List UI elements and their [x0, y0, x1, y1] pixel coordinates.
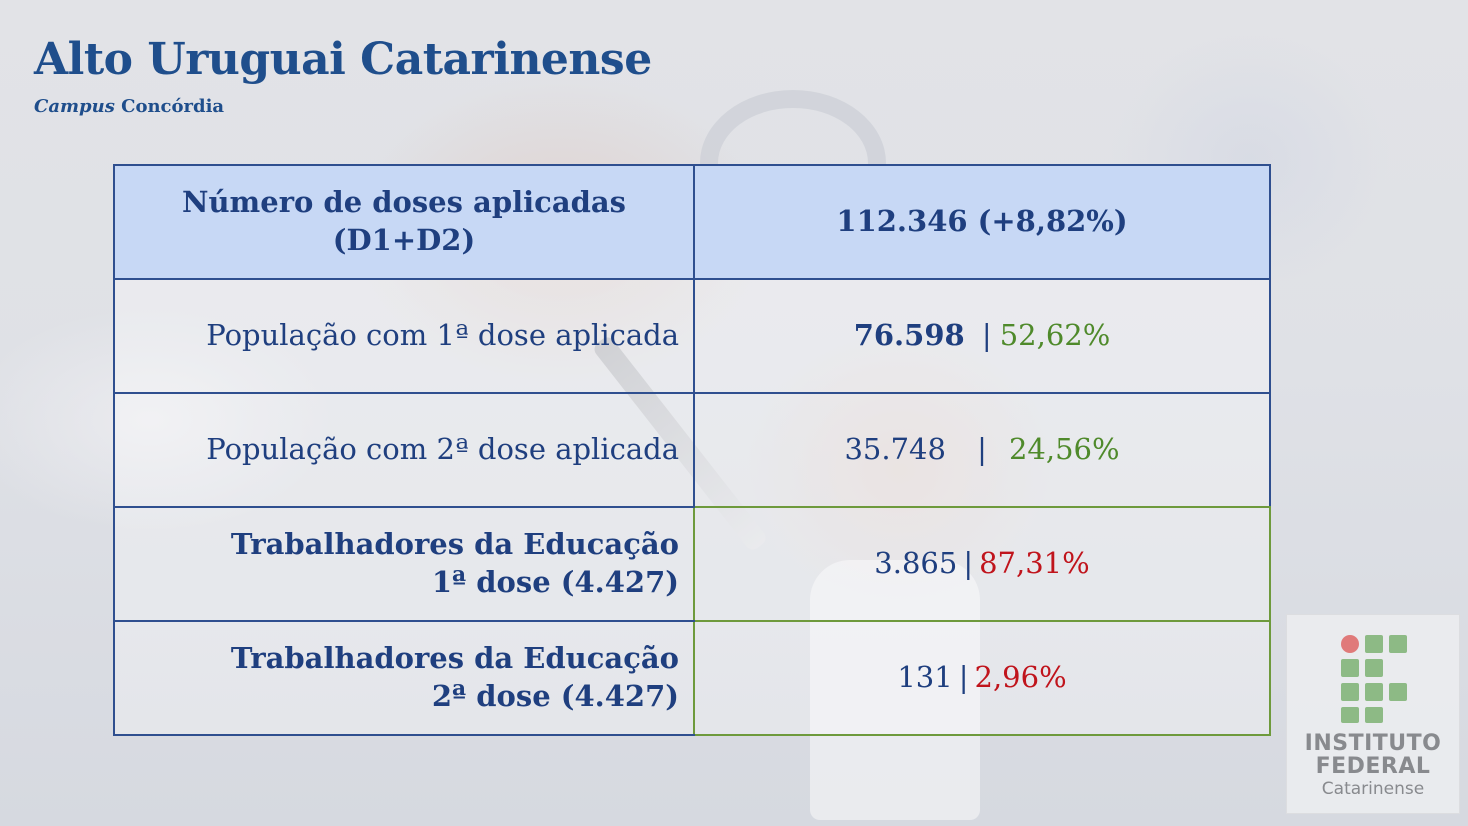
row-label-line1: Número de doses aplicadas: [181, 185, 627, 220]
logo-line3: Catarinense: [1321, 779, 1425, 799]
row-label-line1: Trabalhadores da Educação: [230, 527, 679, 562]
row-percent: 2,96%: [974, 660, 1067, 695]
row-percent: 24,56%: [1008, 432, 1120, 467]
page-title: Alto Uruguai Catarinense: [34, 34, 652, 85]
row-label-text: População com 1ª dose aplicada: [206, 318, 679, 353]
row-percent: 87,31%: [979, 546, 1090, 581]
row-percent: 52,62%: [999, 318, 1111, 353]
row-label-line2: 2ª dose (4.427): [431, 679, 679, 713]
row-separator: |: [977, 432, 987, 467]
row-count: 76.598: [853, 318, 965, 353]
logo-line2: FEDERAL: [1315, 754, 1431, 779]
subtitle-name: Concórdia: [121, 96, 225, 117]
table-row: Trabalhadores da Educação 2ª dose (4.427…: [113, 620, 1271, 736]
row-label: População com 2ª dose aplicada: [113, 392, 695, 508]
row-separator: |: [963, 546, 974, 581]
institute-logo: INSTITUTO FEDERAL Catarinense: [1286, 614, 1460, 814]
row-separator: |: [981, 318, 992, 353]
row-label: Número de doses aplicadas (D1+D2): [113, 164, 695, 280]
logo-mark-icon: [1341, 635, 1407, 723]
table-row: Trabalhadores da Educação 1ª dose (4.427…: [113, 506, 1271, 622]
row-value: 76.598 | 52,62%: [693, 278, 1271, 394]
row-value: 3.865 | 87,31%: [693, 506, 1271, 622]
row-label-line1: Trabalhadores da Educação: [230, 641, 679, 676]
row-count: 3.865: [874, 546, 958, 581]
table-row: População com 2ª dose aplicada 35.748 | 2…: [113, 392, 1271, 508]
page-subtitle: Campus Concórdia: [34, 96, 224, 117]
row-label-line2: (D1+D2): [332, 223, 476, 257]
row-separator: |: [958, 660, 969, 695]
row-value: 35.748 | 24,56%: [693, 392, 1271, 508]
row-count: 131: [897, 660, 953, 695]
row-label: Trabalhadores da Educação 2ª dose (4.427…: [113, 620, 695, 736]
row-value: 112.346 (+8,82%): [693, 164, 1271, 280]
row-label: Trabalhadores da Educação 1ª dose (4.427…: [113, 506, 695, 622]
row-value: 131 | 2,96%: [693, 620, 1271, 736]
table-row: População com 1ª dose aplicada 76.598 | 5…: [113, 278, 1271, 394]
table-row: Número de doses aplicadas (D1+D2) 112.34…: [113, 164, 1271, 280]
total-doses-value: 112.346 (+8,82%): [836, 204, 1128, 239]
row-label-text: População com 2ª dose aplicada: [206, 432, 679, 467]
vaccination-table: Número de doses aplicadas (D1+D2) 112.34…: [113, 164, 1271, 736]
row-label: População com 1ª dose aplicada: [113, 278, 695, 394]
row-count: 35.748: [844, 432, 946, 467]
row-label-line2: 1ª dose (4.427): [431, 565, 679, 599]
logo-line1: INSTITUTO: [1304, 731, 1442, 756]
subtitle-campus: Campus: [34, 96, 115, 117]
